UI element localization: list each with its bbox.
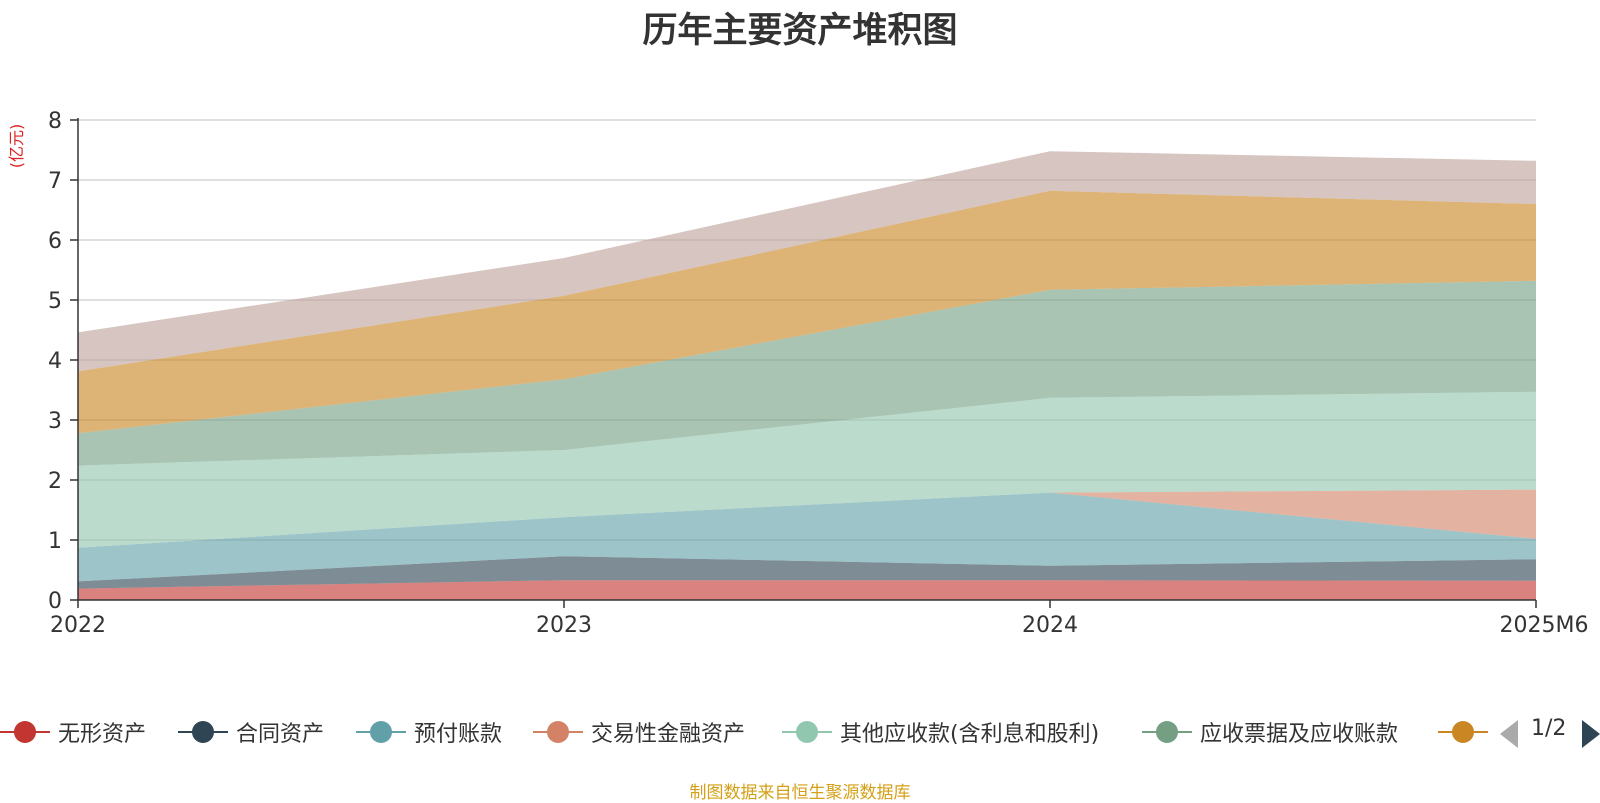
- x-tick-label: 2023: [536, 613, 592, 638]
- x-tick-label: 2025M6: [1500, 613, 1589, 638]
- data-source-note: 制图数据来自恒生聚源数据库: [689, 783, 911, 803]
- x-tick-label: 2024: [1022, 613, 1078, 638]
- legend-item[interactable]: 无形资产: [0, 712, 146, 752]
- legend-marker-icon: [782, 712, 832, 752]
- area-layer: [78, 151, 1536, 600]
- area-series-5: [78, 280, 1536, 466]
- legend-marker-icon: [356, 712, 406, 752]
- y-tick-label: 5: [48, 289, 62, 314]
- legend-item[interactable]: [1438, 712, 1488, 752]
- y-tick-label: 3: [48, 409, 62, 434]
- legend-item[interactable]: 合同资产: [178, 712, 324, 752]
- legend-label: 无形资产: [58, 722, 147, 747]
- pager-prev-arrow-icon[interactable]: [1500, 720, 1518, 748]
- legend-marker-icon: [1142, 712, 1192, 752]
- y-tick-label: 4: [48, 349, 62, 374]
- legend-label: 合同资产: [236, 722, 325, 747]
- legend: 无形资产 合同资产 预付账款 交易性金融资产 其他应收款(含利息和股利) 应收票据及应收账…: [0, 712, 1600, 752]
- chart-plot: 0 1 2 3 4 5 6 7 8 2022 2023 2024 2025M6: [48, 109, 1588, 638]
- legend-label: 其他应收款(含利息和股利): [840, 722, 1100, 747]
- pager-next-arrow-icon[interactable]: [1582, 720, 1600, 748]
- chart-title: 历年主要资产堆积图: [642, 11, 958, 51]
- area-series-0: [78, 580, 1536, 600]
- legend-pager: 1/2: [1500, 712, 1600, 752]
- area-series-6: [78, 190, 1536, 434]
- x-tick-label: 2022: [50, 613, 106, 638]
- legend-marker-icon: [1438, 712, 1488, 752]
- legend-item[interactable]: 预付账款: [356, 712, 502, 752]
- axis-layer: 0 1 2 3 4 5 6 7 8 2022 2023 2024 2025M6: [48, 109, 1588, 638]
- y-tick-label: 2: [48, 469, 62, 494]
- area-series-4: [78, 391, 1536, 548]
- legend-item[interactable]: 交易性金融资产: [533, 712, 745, 752]
- y-tick-label: 1: [48, 529, 62, 554]
- y-tick-label: 0: [48, 589, 62, 614]
- legend-item[interactable]: 应收票据及应收账款: [1142, 712, 1398, 752]
- y-tick-label: 8: [48, 109, 62, 134]
- pager-text: 1/2: [1531, 716, 1567, 741]
- area-series-1: [78, 556, 1536, 589]
- area-series-2: [78, 492, 1536, 582]
- legend-marker-icon: [533, 712, 583, 752]
- legend-item[interactable]: 其他应收款(含利息和股利): [782, 712, 1099, 752]
- y-tick-label: 7: [48, 169, 62, 194]
- area-series-7: [78, 151, 1536, 372]
- legend-marker-icon: [178, 712, 228, 752]
- legend-label: 预付账款: [414, 722, 503, 747]
- y-tick-label: 6: [48, 229, 62, 254]
- area-series-3: [78, 489, 1536, 548]
- legend-label: 应收票据及应收账款: [1200, 722, 1399, 747]
- legend-label: 交易性金融资产: [591, 722, 746, 747]
- legend-marker-icon: [0, 712, 50, 752]
